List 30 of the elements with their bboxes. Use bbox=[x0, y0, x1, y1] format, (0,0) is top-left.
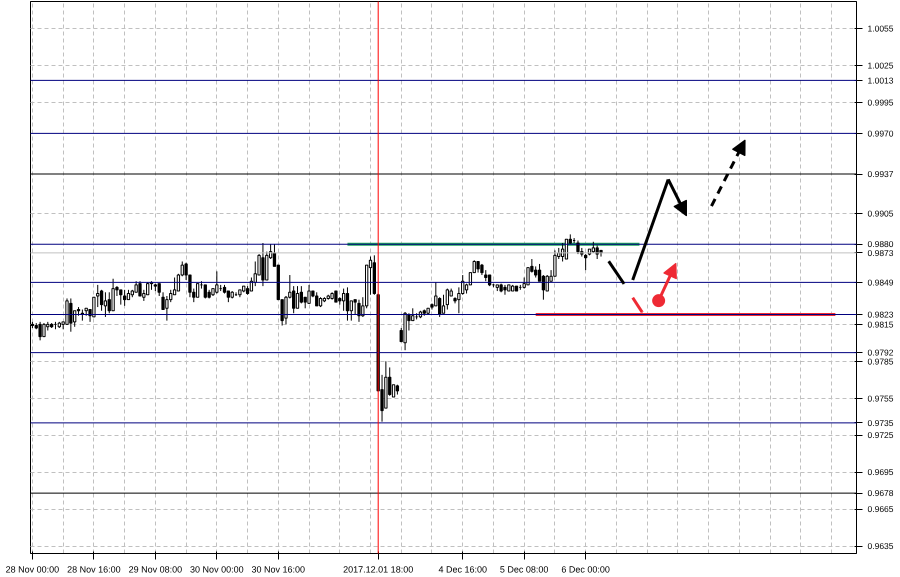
x-tick-label: 2017.12.01 18:00 bbox=[343, 564, 414, 574]
y-tick-label: 0.9755 bbox=[868, 393, 894, 404]
ref-line-label: 0.9678 bbox=[868, 488, 894, 498]
ref-line-label: 0.9792 bbox=[868, 348, 894, 358]
x-tick-label: 5 Dec 08:00 bbox=[500, 564, 548, 574]
y-tick-label: 1.0055 bbox=[868, 24, 894, 34]
ref-line-label: 0.9823 bbox=[868, 309, 894, 320]
x-tick-label: 30 Nov 16:00 bbox=[252, 564, 306, 574]
x-tick-label: 6 Dec 00:00 bbox=[561, 564, 610, 574]
y-tick-label: 1.0025 bbox=[868, 60, 894, 71]
x-tick-label: 29 Nov 08:00 bbox=[128, 564, 182, 574]
x-tick-label: 4 Dec 16:00 bbox=[438, 564, 487, 574]
y-tick-label: 0.9635 bbox=[868, 541, 894, 552]
y-tick-label: 0.9665 bbox=[868, 504, 894, 514]
y-tick-label: 0.9725 bbox=[868, 430, 894, 440]
ref-line-label: 0.9880 bbox=[868, 239, 894, 250]
ref-line-label: 1.0013 bbox=[868, 75, 894, 86]
ref-line-label: 0.9849 bbox=[868, 277, 894, 288]
y-tick-label: 0.9695 bbox=[868, 467, 894, 478]
ref-line-label: 0.9970 bbox=[868, 128, 894, 138]
x-tick-label: 28 Nov 00:00 bbox=[6, 564, 60, 574]
ref-line-label: 0.9937 bbox=[868, 169, 894, 179]
y-tick-label: 0.9995 bbox=[868, 98, 894, 108]
ref-line-label: 0.9873 bbox=[868, 248, 894, 258]
ref-line-label: 0.9735 bbox=[868, 418, 894, 428]
y-tick-label: 0.9785 bbox=[868, 356, 894, 366]
x-tick-label: 30 Nov 00:00 bbox=[190, 564, 244, 574]
x-tick-label: 28 Nov 16:00 bbox=[67, 564, 121, 574]
y-tick-label: 0.9815 bbox=[868, 319, 894, 330]
y-tick-label: 0.9905 bbox=[868, 208, 894, 218]
